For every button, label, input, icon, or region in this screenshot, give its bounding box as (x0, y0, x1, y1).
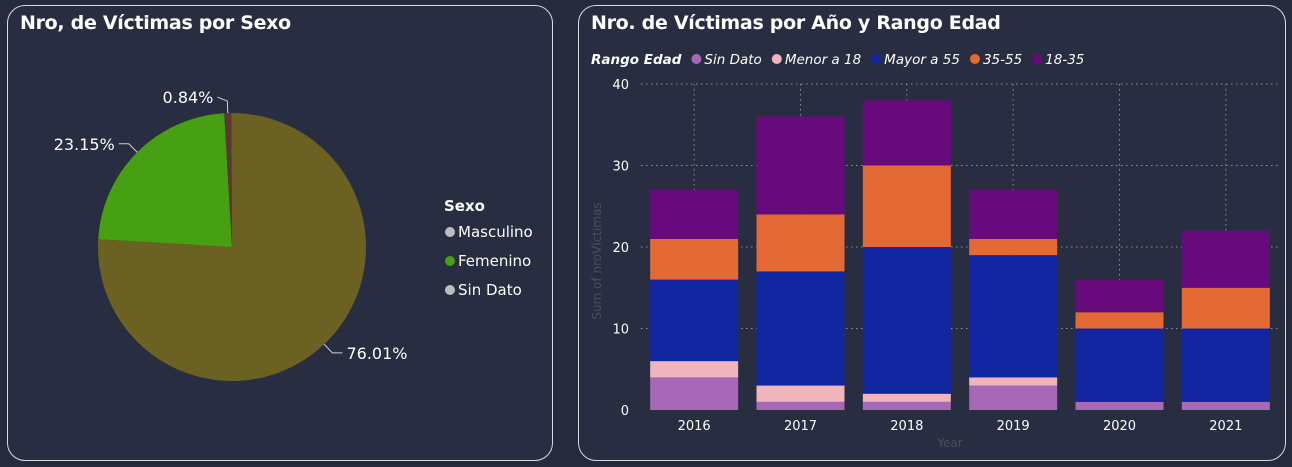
panel-title: Nro. de Víctimas por Año y Rango Edad (591, 12, 1001, 34)
legend-dot (445, 227, 455, 237)
panel-title: Nro, de Víctimas por Sexo (20, 12, 291, 34)
y-tick-label: 0 (621, 404, 629, 419)
legend-item-18-35[interactable]: 18-35 (1045, 52, 1084, 68)
leader-line (323, 343, 343, 354)
bar-2016-mayor-a-55[interactable] (650, 279, 739, 362)
bar-2018-18-35[interactable] (862, 100, 951, 166)
victims-by-sex-panel: Nro, de Víctimas por Sexo 76.01% 23.15% 0.… (7, 5, 553, 461)
legend-item-mayor-a-55[interactable]: Mayor a 55 (884, 52, 960, 68)
bar-2019-18-35[interactable] (969, 189, 1058, 239)
stacked-bar-chart: Rango Edad Sin Dato Menor a 18 Mayor a 55 35… (590, 52, 1279, 450)
bar-2019-35-55[interactable] (969, 238, 1058, 256)
legend-dot (771, 54, 782, 64)
pie-data-label: 76.01% (346, 344, 407, 363)
legend-title: Sexo (444, 197, 485, 215)
bar-2017-18-35[interactable] (756, 116, 845, 215)
y-tick-label: 20 (612, 241, 629, 256)
bar-2017-35-55[interactable] (756, 214, 845, 272)
bar-2020-35-55[interactable] (1075, 312, 1164, 329)
leader-line (118, 143, 138, 153)
legend-item-menor-a-18[interactable]: Menor a 18 (785, 52, 861, 68)
bar-2020-mayor-a-55[interactable] (1075, 328, 1164, 402)
x-tick-label: 2016 (678, 419, 711, 434)
bar-2021-sin-dato[interactable] (1181, 401, 1270, 410)
bar-2016-18-35[interactable] (650, 189, 739, 239)
bar-2020-18-35[interactable] (1075, 279, 1164, 313)
x-tick-label: 2019 (997, 419, 1030, 434)
pie-data-label: 0.84% (163, 88, 214, 107)
legend-item-sin-dato[interactable]: Sin Dato (704, 52, 761, 68)
y-tick-label: 40 (612, 78, 629, 93)
bar-2018-menor-a-18[interactable] (862, 393, 951, 402)
legend-dot (969, 54, 980, 64)
pie-data-label: 23.15% (54, 135, 115, 154)
bar-2016-sin-dato[interactable] (650, 377, 739, 410)
legend-item-masculino[interactable]: Masculino (458, 223, 533, 241)
bar-2019-menor-a-18[interactable] (969, 377, 1058, 386)
bar-2016-menor-a-18[interactable] (650, 361, 739, 378)
legend-title: Rango Edad (591, 52, 682, 68)
x-axis-title: Year (936, 436, 962, 450)
y-tick-label: 10 (612, 323, 629, 338)
y-tick-label: 30 (612, 160, 629, 175)
bar-2021-mayor-a-55[interactable] (1181, 328, 1270, 402)
pie-slice-femenino[interactable] (98, 113, 232, 248)
bar-2018-35-55[interactable] (862, 165, 951, 248)
pie-slice-sin-dato[interactable] (224, 113, 232, 248)
legend-item-sin-dato[interactable]: Sin Dato (458, 281, 522, 299)
bar-2019-mayor-a-55[interactable] (969, 255, 1058, 378)
bar-2016-35-55[interactable] (650, 238, 739, 280)
leader-line (217, 96, 229, 114)
bar-2017-sin-dato[interactable] (756, 401, 845, 410)
pie-chart: 76.01% 23.15% 0.84% Sexo Masculino Femenino Si… (54, 88, 533, 381)
bar-2018-sin-dato[interactable] (862, 401, 951, 410)
legend-dot (871, 54, 882, 64)
legend-item-femenino[interactable]: Femenino (458, 252, 531, 270)
legend-dot (1032, 54, 1043, 64)
bar-2021-35-55[interactable] (1181, 287, 1270, 329)
legend-dot (691, 54, 702, 64)
legend-item-35-55[interactable]: 35-55 (983, 52, 1022, 68)
pie-slice-masculino[interactable] (97, 113, 366, 381)
bar-2021-18-35[interactable] (1181, 230, 1270, 288)
bar-2017-mayor-a-55[interactable] (756, 271, 845, 386)
bar-2017-menor-a-18[interactable] (756, 385, 845, 402)
x-tick-label: 2017 (784, 419, 817, 434)
bar-2018-mayor-a-55[interactable] (862, 247, 951, 394)
bar-2019-sin-dato[interactable] (969, 385, 1058, 410)
x-tick-label: 2021 (1209, 419, 1242, 434)
x-tick-label: 2018 (890, 419, 923, 434)
y-axis-title: Sum of nroVíctimas (590, 202, 604, 319)
victims-by-year-age-panel: Nro. de Víctimas por Año y Rango Edad Ra… (578, 5, 1286, 461)
x-tick-label: 2020 (1103, 419, 1136, 434)
legend-dot (445, 285, 455, 295)
legend-dot (445, 256, 455, 266)
bar-2020-sin-dato[interactable] (1075, 401, 1164, 410)
